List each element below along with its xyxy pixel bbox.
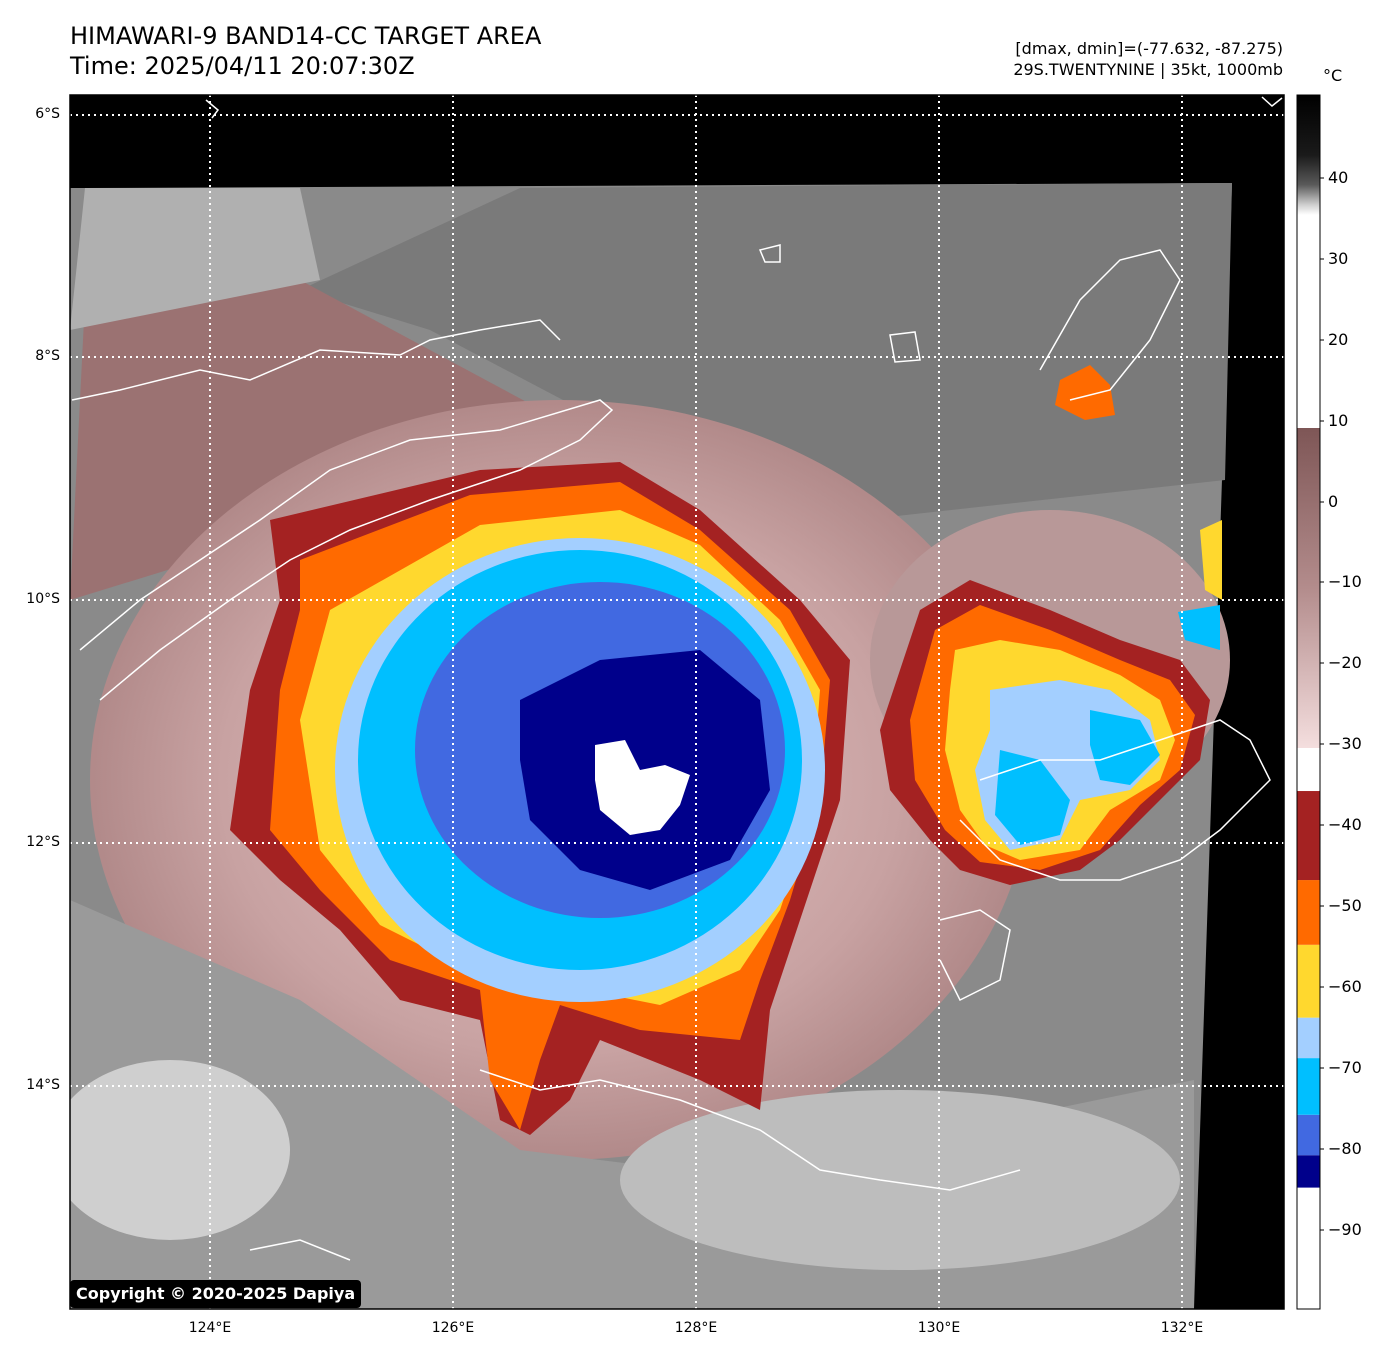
title-line-1: HIMAWARI-9 BAND14-CC TARGET AREA xyxy=(70,22,542,50)
coastline-southwest xyxy=(249,1239,351,1261)
colorbar-tick-minus20: −20 xyxy=(1328,653,1362,672)
colorbar-band-6 xyxy=(1297,880,1320,945)
lon-label-126e: 126°E xyxy=(431,1320,475,1336)
imagery xyxy=(70,95,1284,1309)
colorbar xyxy=(1296,94,1324,1310)
colorbar-grey-segment xyxy=(1297,95,1320,428)
lat-label-10s: 10°S xyxy=(26,591,60,607)
colorbar-band-4 xyxy=(1297,1017,1320,1059)
colorbar-tick-minus50: −50 xyxy=(1328,896,1362,915)
colorbar-tick-10: 10 xyxy=(1328,411,1349,430)
secondary-core-east xyxy=(1090,710,1160,785)
colorbar-band-2 xyxy=(1297,1114,1320,1156)
lat-label-8s: 8°S xyxy=(35,348,60,364)
colorbar-ticks xyxy=(1320,177,1324,1231)
coastline-tiwi xyxy=(959,719,1271,881)
cell-northeast xyxy=(1055,365,1115,420)
graticule xyxy=(70,95,1284,1309)
lon-label-124e: 124°E xyxy=(188,1320,232,1336)
info-line-1: [dmax, dmin]=(-77.632, -87.275) xyxy=(1015,39,1283,58)
colorbar-tick-minus30: −30 xyxy=(1328,734,1362,753)
coastline-north-australia xyxy=(939,909,1011,1002)
title-line-2: Time: 2025/04/11 20:07:30Z xyxy=(70,52,415,80)
clear-sky-north xyxy=(300,183,1232,520)
coastline-timor xyxy=(79,399,614,701)
coastline-islet-1 xyxy=(758,244,781,263)
lat-label-6s: 6°S xyxy=(35,106,60,122)
lon-label-128e: 128°E xyxy=(674,1320,718,1336)
lon-label-132e: 132°E xyxy=(1160,1320,1204,1336)
colorbar-band-0 xyxy=(1297,1187,1320,1309)
colorbar-band-1 xyxy=(1297,1155,1320,1188)
coldest-core xyxy=(595,740,690,835)
colorbar-tick-minus40: −40 xyxy=(1328,815,1362,834)
cloud-southwest-bright xyxy=(70,1060,290,1240)
colorbar-pink-segment xyxy=(1297,428,1320,748)
cell-east-blue xyxy=(1178,605,1220,650)
lat-label-12s: 12°S xyxy=(26,834,60,850)
coastline-islet-4 xyxy=(1261,96,1283,107)
cloud-northwest xyxy=(70,188,320,330)
colorbar-frame xyxy=(1296,94,1321,1310)
colorbar-tick-20: 20 xyxy=(1328,330,1349,349)
secondary-core-south xyxy=(995,750,1070,845)
colorbar-tick-minus90: −90 xyxy=(1328,1220,1362,1239)
secondary-storm xyxy=(880,365,1222,885)
coastline-islet-2 xyxy=(889,331,921,363)
colorbar-band-3 xyxy=(1297,1058,1320,1115)
colorbar-band-5 xyxy=(1297,944,1320,1018)
coastlines xyxy=(71,96,1283,1261)
colorbar-tick-minus70: −70 xyxy=(1328,1058,1362,1077)
cloud-south-bright xyxy=(620,1090,1180,1270)
colorbar-tick-40: 40 xyxy=(1328,168,1349,187)
colorbar-tick-minus10: −10 xyxy=(1328,572,1362,591)
colorbar-tick-30: 30 xyxy=(1328,249,1349,268)
colorbar-tick-0: 0 xyxy=(1328,492,1339,511)
copyright-badge: Copyright © 2020-2025 Dapiya xyxy=(70,1280,362,1308)
colorbar-band-7 xyxy=(1297,791,1320,881)
plot-frame xyxy=(69,94,1285,1310)
lon-label-130e: 130°E xyxy=(917,1320,961,1336)
colorbar-tick-minus80: −80 xyxy=(1328,1139,1362,1158)
info-line-2: 29S.TWENTYNINE | 35kt, 1000mb xyxy=(1013,60,1283,79)
colorbar-tick-minus60: −60 xyxy=(1328,977,1362,996)
cell-east-edge xyxy=(1200,520,1222,600)
colorbar-bands xyxy=(1297,791,1320,1309)
colorbar-unit: °C xyxy=(1323,66,1343,85)
coastline-flores xyxy=(71,319,561,401)
lat-label-14s: 14°S xyxy=(26,1077,60,1093)
haze-northwest xyxy=(70,280,560,600)
coastline-kimberley xyxy=(479,1069,1021,1191)
coastline-tanimbar xyxy=(1039,249,1181,401)
